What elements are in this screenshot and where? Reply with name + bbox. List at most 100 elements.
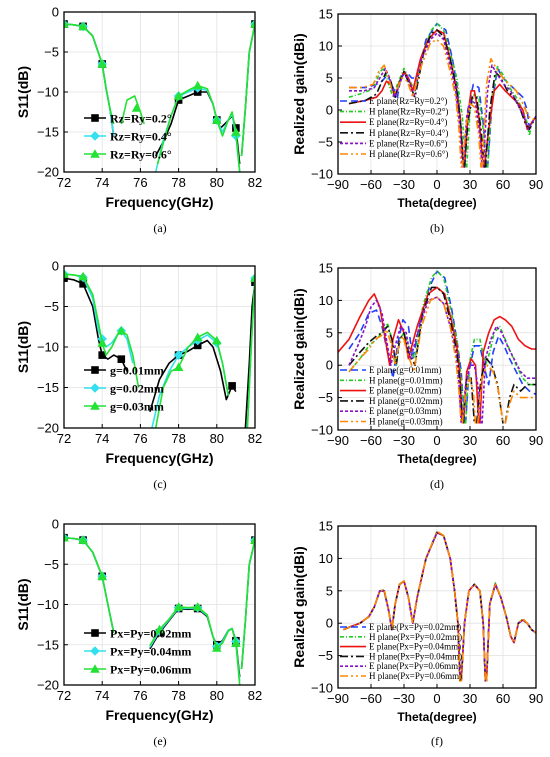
series-line-d-4-0 — [348, 296, 462, 424]
x-tick-label: 0 — [433, 691, 440, 706]
series-line-d-5-3 — [504, 390, 536, 424]
y-tick-label: 10 — [319, 293, 333, 308]
panel-caption-f: (f) — [431, 734, 443, 748]
series-line-a-2-0 — [64, 23, 115, 125]
x-tick-label: 60 — [496, 433, 510, 448]
x-tick-label: −90 — [327, 433, 349, 448]
y-tick-label: −5 — [44, 299, 59, 314]
x-tick-label: 78 — [171, 688, 185, 703]
x-tick-label: 90 — [529, 691, 543, 706]
series-line-e-2-1 — [149, 606, 241, 685]
x-tick-label: 76 — [133, 175, 147, 190]
series-line-f-5-1 — [460, 583, 487, 682]
legend-marker-rz-ry-0-6 — [90, 149, 100, 158]
y-axis-label: Realized gain(dBi) — [291, 288, 307, 409]
y-tick-label: 0 — [52, 517, 59, 532]
series-line-b-1-0 — [348, 22, 467, 168]
series-line-e-0-0 — [64, 536, 115, 633]
series-line-f-0-2 — [485, 583, 536, 682]
legend-marker-rz-ry-0-4 — [90, 131, 100, 141]
y-tick-label: 5 — [326, 325, 333, 340]
series-group-c — [64, 269, 255, 428]
y-tick-label: −10 — [311, 423, 333, 438]
data-point-c-2-0 — [64, 269, 69, 278]
data-point-c-0-3 — [117, 355, 126, 363]
legend-f: E plane(Px=Py=0.02mm)H plane(Px=Py=0.02m… — [340, 622, 462, 681]
y-tick-label: −10 — [37, 85, 59, 100]
x-tick-label: 80 — [210, 688, 224, 703]
series-group-a — [64, 19, 255, 172]
legend-label-rz-ry-0-2: Rz=Ry=0.2° — [110, 112, 172, 126]
panel-caption-e: (e) — [153, 734, 166, 748]
legend-label-rz-ry-0-6: Rz=Ry=0.6° — [110, 148, 172, 162]
series-line-a-2-1 — [120, 95, 145, 125]
legend-c: g=0.01mm g=0.02mm g=0.03mm — [84, 364, 164, 414]
legend-label-h-plane-px-py-0-04mm: H plane(Px=Py=0.04mm) — [369, 651, 462, 661]
y-tick-label: 10 — [319, 551, 333, 566]
data-point-a-2-2 — [97, 59, 107, 68]
data-point-c-2-6 — [212, 335, 222, 345]
chart-e: 72 74 76 78 80 82 −20 −15 −10 −5 0 Frequency(GHz) S1… — [15, 517, 262, 749]
legend-label-e-plane-rz-ry-0-2: E plane(Rz=Ry=0.2°) — [369, 96, 447, 106]
x-tick-label: 76 — [133, 688, 147, 703]
y-tick-label: −10 — [37, 340, 59, 355]
series-line-b-3-1 — [463, 96, 486, 168]
x-tick-label: 0 — [433, 177, 440, 192]
x-tick-label: 74 — [95, 688, 109, 703]
data-point-c-0-2 — [98, 351, 106, 359]
x-tick-label: 82 — [248, 175, 262, 190]
data-point-a-2-8 — [250, 19, 255, 28]
x-tick-label: 80 — [210, 431, 224, 446]
legend-marker-px-py-0-04mm — [90, 646, 100, 656]
series-line-f-1-1 — [460, 583, 487, 682]
y-tick-label: −15 — [37, 637, 59, 652]
data-point-a-2-6 — [212, 115, 222, 124]
x-tick-label: 80 — [210, 175, 224, 190]
data-point-c-0-0 — [64, 274, 68, 282]
y-tick-label: 0 — [326, 616, 333, 631]
data-point-e-2-2 — [97, 571, 107, 581]
legend-label-g-0-03mm: g=0.03mm — [110, 400, 164, 414]
legend-e: Px=Py=0.02mm Px=Py=0.04mm Px=Py=0.06mm — [84, 627, 191, 677]
x-tick-label: −60 — [360, 177, 382, 192]
legend-b: E plane(Rz=Ry=0.2°)H plane(Rz=Ry=0.2°)E … — [340, 96, 448, 159]
x-tick-label: 72 — [57, 688, 71, 703]
x-axis-label: Frequency(GHz) — [105, 194, 213, 210]
legend-label-h-plane-px-py-0-02mm: H plane(Px=Py=0.02mm) — [369, 632, 462, 642]
x-tick-label: 30 — [463, 177, 477, 192]
series-line-f-2-2 — [485, 583, 536, 682]
x-tick-label: 82 — [248, 431, 262, 446]
y-tick-label: −5 — [318, 135, 333, 150]
legend-marker-px-py-0-06mm — [90, 664, 100, 673]
legend-label-px-py-0-06mm: Px=Py=0.06mm — [110, 663, 191, 677]
data-point-a-2-1 — [78, 21, 88, 31]
series-line-b-3-0 — [348, 29, 465, 168]
series-line-a-1-0 — [64, 23, 115, 137]
x-tick-label: −30 — [393, 433, 415, 448]
legend-a: Rz=Ry=0.2° Rz=Ry=0.4° Rz=Ry=0.6° — [84, 112, 172, 162]
legend-marker-rz-ry-0-2 — [91, 114, 99, 122]
y-tick-label: −10 — [37, 597, 59, 612]
x-axis-label: Theta(degree) — [397, 710, 476, 724]
series-line-d-5-1 — [461, 377, 477, 424]
legend-label-h-plane-g-0-02mm: H plane(g=0.02mm) — [369, 396, 443, 406]
chart-a: 72 74 76 78 80 82 −20 −15 −10 −5 0 Frequency(GHz) S1… — [15, 5, 262, 236]
series-line-c-2-2 — [246, 278, 255, 428]
series-line-d-2-2 — [479, 315, 536, 424]
data-point-c-0-7 — [251, 278, 255, 286]
chart-f: −90 −60 −30 0 30 60 90 −10 −5 0 5 10 15 Theta(degree)… — [291, 519, 543, 749]
x-tick-label: 90 — [529, 433, 543, 448]
series-line-a-0-0 — [64, 23, 115, 137]
series-line-b-5-0 — [349, 38, 462, 168]
legend-label-g-0-01mm: g=0.01mm — [110, 364, 164, 378]
x-tick-label: 74 — [95, 431, 109, 446]
data-point-c-0-1 — [79, 280, 87, 288]
data-point-c-2-1 — [78, 271, 88, 281]
series-line-c-0-1 — [149, 339, 237, 413]
data-point-e-2-7 — [231, 638, 241, 647]
series-line-e-2-0 — [64, 536, 115, 633]
legend-marker-g-0-01mm — [91, 366, 99, 374]
x-tick-label: 76 — [133, 431, 147, 446]
legend-label-e-plane-px-py-0-06mm: E plane(Px=Py=0.06mm) — [369, 661, 461, 671]
